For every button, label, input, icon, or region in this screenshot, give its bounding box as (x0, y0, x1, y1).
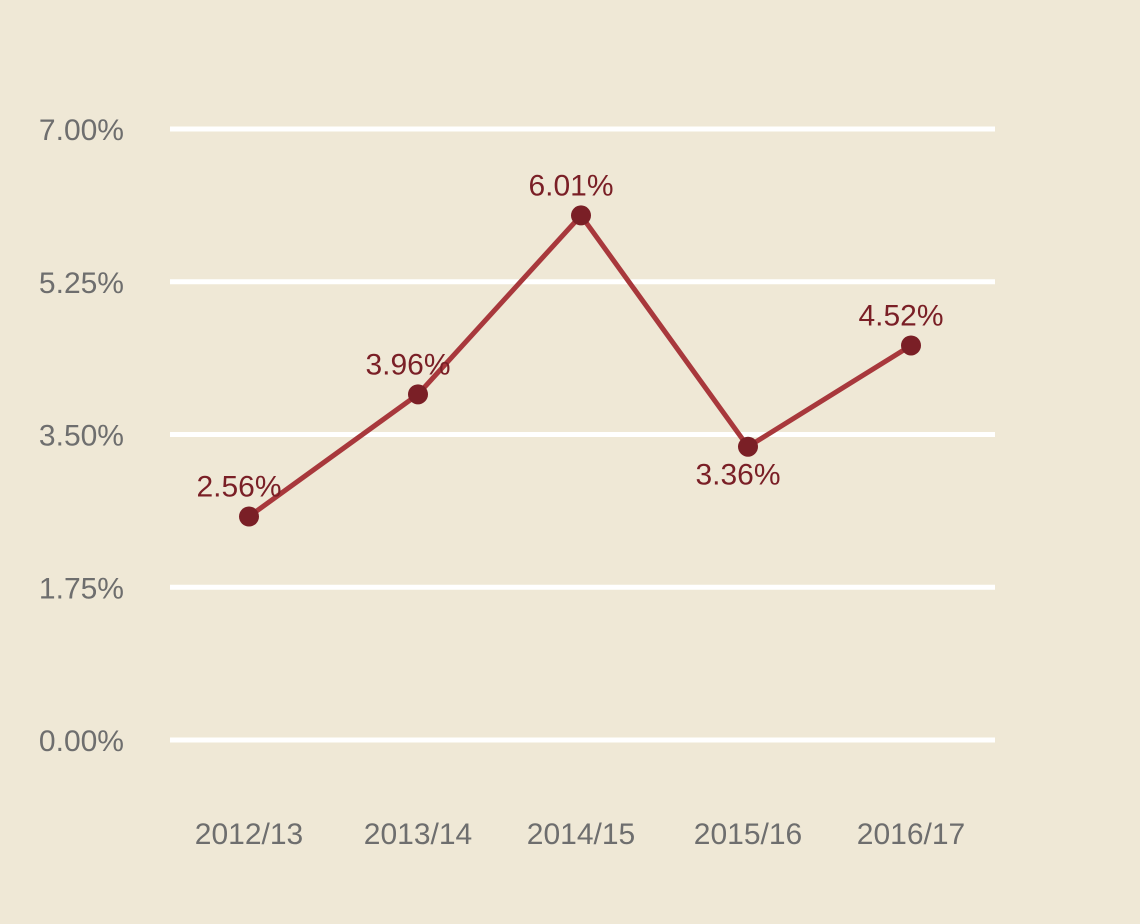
data-point (738, 436, 758, 457)
x-tick-label: 2012/13 (195, 818, 303, 851)
y-axis-tick-labels: 0.00% 1.75% 3.50% 5.25% 7.00% (39, 114, 124, 758)
y-tick-label: 0.00% (39, 725, 124, 758)
y-tick-label: 7.00% (39, 114, 124, 147)
data-point (571, 205, 591, 226)
x-tick-label: 2014/15 (527, 818, 635, 851)
x-tick-label: 2016/17 (857, 818, 965, 851)
data-point (408, 384, 428, 405)
y-tick-label: 3.50% (39, 420, 124, 453)
data-label: 2.56% (196, 471, 281, 504)
series-line (246, 212, 914, 520)
data-label: 6.01% (528, 169, 613, 202)
data-label: 3.36% (695, 459, 780, 492)
data-point (901, 335, 921, 356)
data-labels: 2.56% 3.96% 6.01% 3.36% 4.52% (196, 169, 943, 503)
x-axis-tick-labels: 2012/13 2013/14 2014/15 2015/16 2016/17 (195, 818, 965, 851)
data-label: 3.96% (365, 348, 450, 381)
y-tick-label: 5.25% (39, 267, 124, 300)
y-tick-label: 1.75% (39, 572, 124, 605)
data-label: 4.52% (858, 299, 943, 332)
x-tick-label: 2015/16 (694, 818, 802, 851)
series-line-group (246, 212, 914, 520)
x-tick-label: 2013/14 (364, 818, 472, 851)
gridlines (170, 126, 995, 743)
data-points (239, 205, 921, 527)
data-point (239, 506, 259, 527)
